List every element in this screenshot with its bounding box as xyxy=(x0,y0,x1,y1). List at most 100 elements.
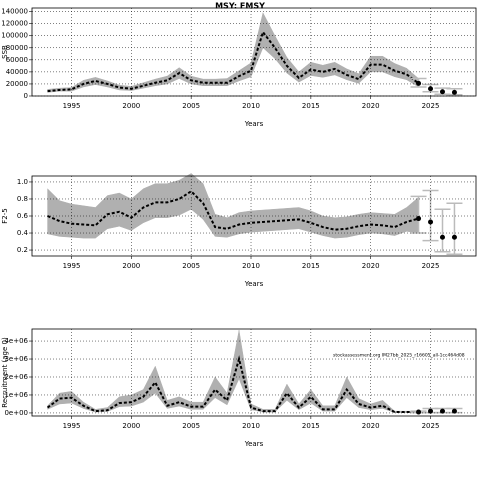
x-tick-label: 2010 xyxy=(242,102,260,110)
y-tick-label: 4e+06 xyxy=(4,337,28,345)
x-tick-label: 2025 xyxy=(422,102,440,110)
confidence-band xyxy=(274,208,288,231)
forecast-point xyxy=(451,89,457,95)
x-axis-label: Years xyxy=(244,280,264,288)
x-tick-label: 2020 xyxy=(362,422,380,430)
plot-frame xyxy=(31,7,477,97)
confidence-band xyxy=(250,12,264,77)
confidence-band xyxy=(214,213,228,238)
y-tick-label: 20000 xyxy=(6,80,28,88)
x-tick-label: 2015 xyxy=(302,262,320,270)
confidence-band xyxy=(178,67,192,85)
x-tick-label: 1995 xyxy=(63,262,81,270)
confidence-band xyxy=(71,390,84,409)
x-tick-label: 2005 xyxy=(182,102,200,110)
confidence-band xyxy=(322,215,336,239)
x-tick-label: 2020 xyxy=(362,102,380,110)
y-tick-label: 80000 xyxy=(6,44,28,52)
confidence-band xyxy=(382,213,395,236)
confidence-band xyxy=(394,207,407,236)
y-tick-label: 0.2 xyxy=(17,246,28,254)
y-tick-label: 1e+06 xyxy=(4,391,28,399)
confidence-band xyxy=(274,35,288,74)
confidence-band xyxy=(107,192,120,230)
forecast-point xyxy=(439,89,445,95)
confidence-band xyxy=(310,388,324,412)
confidence-band xyxy=(107,396,120,412)
confidence-band xyxy=(47,188,60,237)
y-axis-label: F2-5 xyxy=(1,208,9,223)
confidence-band xyxy=(226,70,240,87)
y-axis-label: Recruitment (age 0) xyxy=(1,337,9,408)
confidence-band xyxy=(131,188,144,231)
x-tick-label: 2025 xyxy=(422,262,440,270)
x-tick-label: 2010 xyxy=(242,422,260,430)
y-tick-label: 60000 xyxy=(6,56,28,64)
chart-title: MSY: FMSY xyxy=(215,2,265,11)
x-tick-label: 2005 xyxy=(182,422,200,430)
estimate-line xyxy=(47,29,420,93)
plot-frame xyxy=(31,175,477,257)
y-tick-label: 3e+06 xyxy=(4,355,28,363)
confidence-band xyxy=(83,205,96,239)
y-tick-label: 2e+06 xyxy=(4,373,28,381)
confidence-band xyxy=(334,61,347,81)
forecast-point xyxy=(416,216,422,222)
x-tick-label: 2015 xyxy=(302,422,320,430)
y-tick-label: 0.8 xyxy=(17,195,28,203)
y-tick-label: 0.4 xyxy=(17,229,29,237)
confidence-band xyxy=(119,394,132,407)
confidence-band xyxy=(202,183,216,238)
x-tick-label: 2005 xyxy=(182,262,200,270)
confidence-band xyxy=(131,389,144,407)
estimate-line xyxy=(46,355,419,414)
x-tick-label: 1995 xyxy=(63,102,81,110)
estimate-line xyxy=(47,190,419,231)
confidence-band xyxy=(286,56,300,83)
forecast-point xyxy=(428,408,434,414)
y-tick-label: 0 xyxy=(24,92,28,100)
confidence-band xyxy=(155,183,168,218)
y-tick-label: 0e+00 xyxy=(4,409,28,417)
confidence-band xyxy=(394,63,407,81)
forecast-point xyxy=(416,80,422,86)
y-tick-label: 40000 xyxy=(6,68,28,76)
x-tick-label: 2000 xyxy=(122,422,140,430)
confidence-band xyxy=(298,207,312,233)
x-tick-label: 2025 xyxy=(422,422,440,430)
confidence-band xyxy=(250,403,264,413)
y-tick-label: 120000 xyxy=(1,20,28,28)
confidence-band xyxy=(298,61,312,83)
forecast-point xyxy=(439,234,445,240)
confidence-band xyxy=(358,55,371,84)
confidence-band xyxy=(262,12,276,60)
forecast-point xyxy=(416,409,422,415)
y-tick-label: 0.6 xyxy=(17,212,29,220)
y-axis-label: SSB xyxy=(1,45,9,59)
x-tick-label: 2010 xyxy=(242,262,260,270)
forecast-point xyxy=(428,86,434,92)
x-tick-label: 2000 xyxy=(122,262,140,270)
y-tick-label: 100000 xyxy=(1,32,28,40)
forecast-point xyxy=(451,234,457,240)
confidence-band xyxy=(310,61,324,78)
confidence-band xyxy=(406,196,419,234)
y-tick-label: 1.0 xyxy=(17,178,28,186)
confidence-band xyxy=(119,192,132,231)
confidence-band xyxy=(59,200,72,238)
x-tick-label: 1995 xyxy=(63,422,81,430)
forecast-point xyxy=(439,408,445,414)
confidence-band xyxy=(394,410,407,413)
x-tick-label: 2020 xyxy=(362,262,380,270)
x-axis-label: Years xyxy=(244,120,264,128)
forecast-point xyxy=(451,408,457,414)
annotation: stockassessment.org IM27bb_2025_r16605_a… xyxy=(333,353,465,359)
x-axis-label: Years xyxy=(244,440,264,448)
confidence-band xyxy=(334,216,347,239)
x-tick-label: 2015 xyxy=(302,102,320,110)
confidence-band xyxy=(250,209,264,233)
plot-frame xyxy=(31,328,477,417)
y-tick-label: 140000 xyxy=(1,8,28,16)
